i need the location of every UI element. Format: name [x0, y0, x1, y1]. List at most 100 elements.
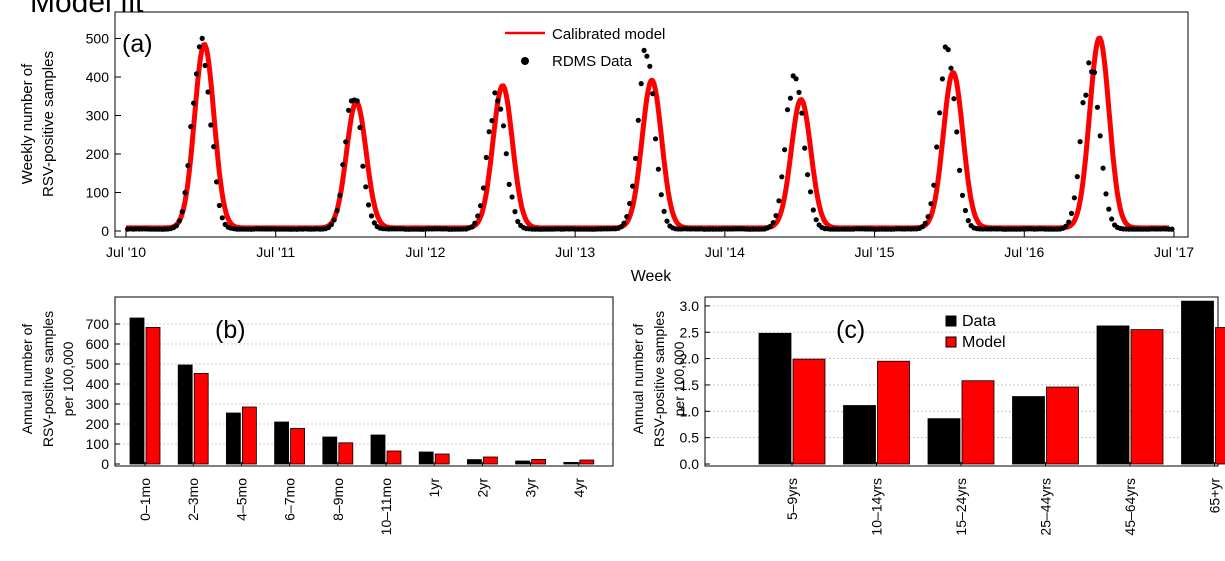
- data-point: [354, 98, 360, 104]
- data-point: [945, 47, 951, 53]
- data-point: [661, 208, 667, 214]
- data-point: [770, 220, 776, 226]
- data-bar: [225, 412, 241, 465]
- ytick-label: 0.5: [680, 430, 700, 446]
- panel-a-x-axis: Jul '10 Jul '11 Jul '12 Jul '13 Jul '14 Jul '…: [106, 231, 1194, 260]
- data-bar: [177, 364, 193, 465]
- panel-c-bars: [758, 300, 1225, 465]
- data-point: [368, 213, 375, 219]
- ytick-label: 3.0: [680, 298, 700, 314]
- data-point: [1071, 195, 1077, 201]
- ytick-label: 500: [86, 356, 110, 372]
- data-bar: [1096, 325, 1130, 465]
- data-point: [483, 154, 489, 161]
- data-point: [475, 213, 481, 219]
- model-bar: [290, 427, 306, 465]
- data-point: [1074, 174, 1080, 180]
- panel-c-ylabel-line1: Annual number of: [630, 324, 646, 435]
- data-point: [211, 144, 217, 150]
- ytick-label: 0.0: [680, 456, 700, 472]
- data-bar: [370, 434, 386, 465]
- data-point: [655, 166, 662, 172]
- panel-a-xtick-label: Jul '12: [405, 244, 445, 260]
- legend-c-model-label: Model: [962, 334, 1006, 351]
- panel-b-x-axis: 0–1mo 2–3mo 4–5mo 6–7mo 8–9mo 10–11mo 1yr 2yr 3y…: [137, 462, 587, 535]
- ytick-label: 1.5: [680, 377, 700, 393]
- model-bar: [482, 456, 498, 465]
- data-point: [1169, 226, 1175, 232]
- panel-c-y-axis: 0.0 0.5 1.0 1.5 2.0 2.5 3.0: [680, 298, 710, 472]
- data-point: [948, 65, 954, 71]
- data-point: [922, 220, 928, 226]
- data-point: [1083, 92, 1089, 98]
- data-point: [182, 190, 188, 196]
- data-point: [1063, 223, 1069, 229]
- panel-b: 0 100 200 300 400 500 600 700 0–1mo 2–3mo 4–5mo 6–…: [19, 296, 614, 535]
- data-point: [371, 220, 377, 226]
- panel-c-label: (c): [836, 316, 865, 344]
- data-point: [658, 192, 664, 198]
- panel-a-ytick-label: 300: [86, 108, 110, 124]
- panel-a-ytick-label: 400: [86, 69, 110, 85]
- data-point: [334, 208, 340, 214]
- panel-a-xtick-label: Jul '14: [705, 244, 745, 260]
- model-bar: [145, 326, 161, 465]
- panel-c: 0.0 0.5 1.0 1.5 2.0 2.5 3.0 5–9yrs 10–14yrs 15–2…: [630, 296, 1225, 536]
- data-point: [500, 123, 507, 129]
- data-point: [782, 147, 788, 153]
- data-point: [216, 202, 222, 209]
- data-bar: [758, 332, 792, 465]
- data-bar: [843, 405, 876, 465]
- data-point: [1086, 60, 1092, 66]
- panel-b-ylabel-line3: per 100,000: [60, 341, 76, 416]
- ytick-label: 600: [86, 336, 110, 352]
- data-point: [776, 198, 782, 204]
- data-point: [337, 192, 343, 198]
- data-point: [363, 184, 369, 190]
- data-point: [624, 214, 630, 220]
- model-bar: [961, 380, 995, 465]
- ytick-label: 700: [86, 316, 110, 332]
- data-point: [630, 183, 636, 189]
- panel-c-ylabel-line3: per 100,000: [671, 341, 687, 416]
- ytick-label: 0: [101, 456, 109, 472]
- data-point: [328, 222, 334, 228]
- data-point: [492, 90, 498, 96]
- data-point: [939, 76, 946, 82]
- data-bar: [563, 461, 579, 465]
- panel-a-xtick-label: Jul '10: [106, 244, 146, 260]
- xtick-label: 1yr: [426, 478, 442, 498]
- data-bar: [1181, 300, 1214, 465]
- data-point: [472, 220, 478, 226]
- data-point: [173, 223, 179, 229]
- data-bar: [129, 317, 145, 465]
- data-point: [188, 124, 194, 130]
- panel-b-label: (b): [215, 316, 246, 344]
- panel-a-ytick-label: 500: [86, 31, 110, 47]
- legend-data-label: RDMS Data: [552, 53, 633, 70]
- xtick-label: 25–44yrs: [1038, 478, 1054, 536]
- data-point: [799, 110, 805, 116]
- model-bar: [1046, 386, 1079, 465]
- data-point: [179, 209, 185, 215]
- data-point: [638, 81, 644, 87]
- data-point: [627, 200, 633, 207]
- data-point: [503, 151, 509, 157]
- model-bar: [792, 358, 826, 465]
- model-bar: [241, 406, 257, 465]
- data-point: [773, 213, 779, 219]
- data-point: [793, 76, 799, 82]
- data-point: [787, 95, 794, 101]
- data-point: [1103, 191, 1109, 197]
- panel-a-frame: [114, 11, 1189, 238]
- data-point: [650, 91, 656, 97]
- data-point: [618, 224, 624, 230]
- xtick-label: 8–9mo: [330, 478, 346, 521]
- panel-a-xtick-label: Jul '13: [555, 244, 595, 260]
- data-point: [1077, 139, 1083, 145]
- data-point: [957, 167, 963, 173]
- data-point: [199, 35, 205, 42]
- data-point: [498, 106, 504, 112]
- xtick-label: 65+yr: [1207, 478, 1223, 514]
- data-point: [796, 89, 802, 95]
